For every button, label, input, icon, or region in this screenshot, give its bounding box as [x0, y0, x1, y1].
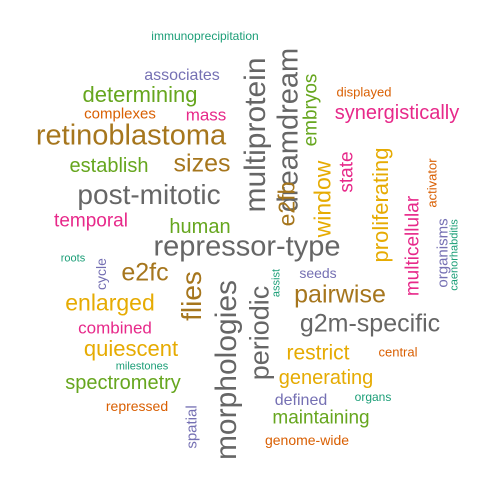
word-determining: determining [82, 82, 198, 107]
word-caenorhabditis: caenorhabditis [448, 219, 461, 291]
word-seeds: seeds [299, 265, 337, 281]
word-e2fc: e2fc [121, 258, 169, 287]
word-human: human [169, 216, 231, 238]
word-restrict: restrict [286, 341, 350, 365]
word-morphologies: morphologies [210, 279, 243, 461]
word-organs: organs [354, 390, 392, 404]
word-establish: establish [69, 155, 149, 177]
word-repressor-type: repressor-type [153, 230, 341, 263]
word-combined: combined [78, 318, 152, 338]
word-flies: flies [176, 271, 207, 321]
word-post-mitotic: post-mitotic [77, 179, 221, 210]
word-repressed: repressed [105, 398, 169, 414]
word-retinoblastoma: retinoblastoma [35, 119, 227, 152]
word-displayed: displayed [336, 84, 392, 100]
word-sizes: sizes [173, 149, 231, 178]
word-assist: assist [270, 268, 283, 298]
word-enlarged: enlarged [65, 289, 155, 316]
word-e2fb: e2fb [273, 181, 300, 227]
word-associates: associates [144, 67, 220, 84]
word-periodic: periodic [244, 285, 275, 381]
word-pairwise: pairwise [294, 280, 386, 309]
word-temporal: temporal [54, 210, 128, 232]
word-multiprotein: multiprotein [239, 57, 272, 213]
word-defined: defined [274, 392, 328, 409]
word-central: central [378, 344, 418, 360]
word-window: window [309, 160, 336, 238]
word-roots: roots [60, 252, 86, 265]
word-proliferating: proliferating [368, 147, 393, 263]
word-g2m-specific: g2m-specific [299, 309, 441, 338]
word-state: state [336, 151, 358, 193]
word-complexes: complexes [84, 105, 156, 123]
word-generating: generating [278, 367, 374, 389]
word-multicellular: multicellular [402, 195, 424, 297]
word-mass: mass [185, 105, 227, 125]
word-quiescent: quiescent [83, 336, 179, 361]
word-immunoprecipitation: immunoprecipitation [151, 29, 259, 43]
word-maintaining: maintaining [272, 407, 370, 429]
word-activator: activator [424, 158, 440, 208]
word-spatial: spatial [183, 405, 201, 449]
word-embryos: embryos [300, 73, 322, 147]
word-synergistically: synergistically [334, 102, 460, 124]
word-milestones: milestones [115, 360, 169, 373]
word-spectrometry: spectrometry [65, 372, 181, 394]
word-genome-wide: genome-wide [264, 432, 350, 448]
word-cycle: cycle [93, 258, 109, 290]
